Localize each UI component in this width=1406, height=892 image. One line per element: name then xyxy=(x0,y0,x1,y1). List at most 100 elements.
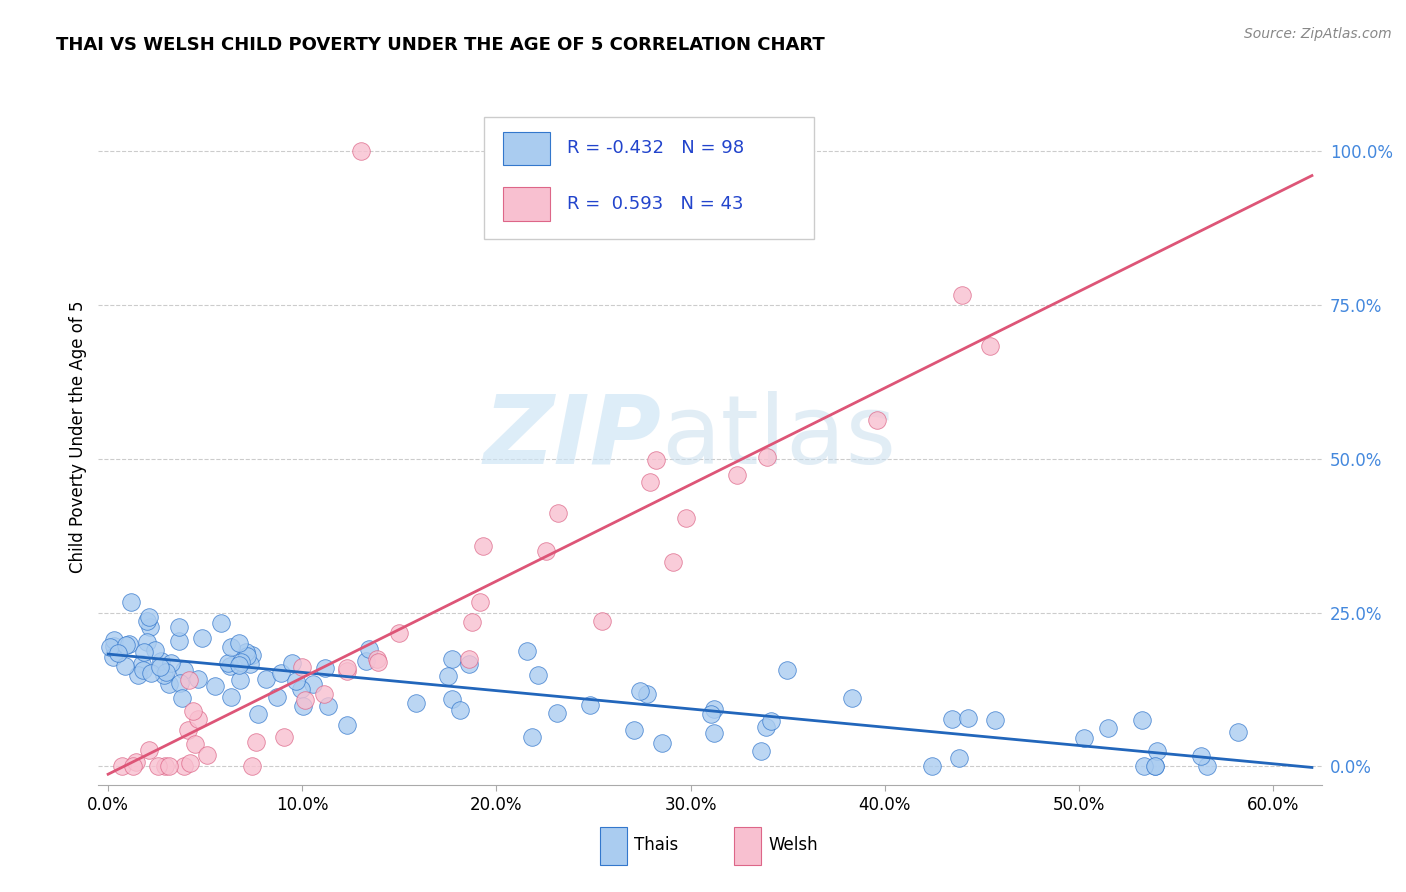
Point xyxy=(138,743,160,757)
Point xyxy=(179,673,201,687)
Point xyxy=(134,644,156,658)
Point xyxy=(291,698,314,713)
Point xyxy=(184,737,207,751)
Point xyxy=(984,713,1007,727)
Point xyxy=(941,712,963,726)
Point xyxy=(1197,759,1219,773)
Point xyxy=(122,759,145,773)
Text: R =  0.593   N = 43: R = 0.593 N = 43 xyxy=(567,195,744,213)
Point xyxy=(266,690,288,705)
Point xyxy=(336,718,359,732)
Y-axis label: Child Poverty Under the Age of 5: Child Poverty Under the Age of 5 xyxy=(69,301,87,574)
Point xyxy=(301,677,323,691)
Point xyxy=(651,736,673,750)
Point xyxy=(177,723,200,737)
Point xyxy=(245,735,267,749)
Point xyxy=(458,657,481,671)
Point xyxy=(866,413,889,427)
Point xyxy=(291,659,314,673)
Point xyxy=(153,668,176,682)
Point xyxy=(173,663,195,677)
Point xyxy=(235,648,257,663)
Point xyxy=(191,631,214,645)
Point xyxy=(111,759,134,773)
FancyBboxPatch shape xyxy=(484,117,814,239)
Point xyxy=(146,759,169,773)
Point xyxy=(139,666,162,681)
Point xyxy=(952,287,974,301)
Point xyxy=(143,643,166,657)
Point xyxy=(228,636,250,650)
Point xyxy=(167,620,190,634)
Point xyxy=(921,758,943,772)
Point xyxy=(700,706,723,721)
Point xyxy=(240,648,263,662)
Point xyxy=(405,696,427,710)
Point xyxy=(235,645,257,659)
Point xyxy=(138,610,160,624)
Point xyxy=(169,676,191,690)
Point xyxy=(349,144,371,158)
Point xyxy=(312,687,335,701)
Point xyxy=(314,661,336,675)
Point xyxy=(468,595,491,609)
Point xyxy=(131,657,153,671)
Point xyxy=(217,656,239,670)
Point xyxy=(290,681,312,696)
Point xyxy=(294,693,316,707)
Point xyxy=(118,637,141,651)
Point xyxy=(120,595,142,609)
Point xyxy=(644,453,666,467)
Point xyxy=(159,656,181,670)
Point xyxy=(547,506,569,520)
Point xyxy=(441,652,464,666)
Point xyxy=(187,712,209,726)
Point xyxy=(167,633,190,648)
Point xyxy=(675,510,697,524)
Point xyxy=(336,661,359,675)
Point xyxy=(354,654,377,668)
Point xyxy=(239,657,262,671)
Point xyxy=(1130,713,1153,727)
Point xyxy=(367,655,389,669)
Bar xyxy=(600,827,627,865)
Text: Welsh: Welsh xyxy=(769,837,818,855)
Point xyxy=(948,750,970,764)
Point xyxy=(219,659,242,673)
Text: Source: ZipAtlas.com: Source: ZipAtlas.com xyxy=(1244,27,1392,41)
Text: atlas: atlas xyxy=(661,391,896,483)
Point xyxy=(187,672,209,686)
Point xyxy=(1143,759,1166,773)
Point xyxy=(316,698,339,713)
Point xyxy=(841,691,863,706)
Point xyxy=(127,668,149,682)
Point xyxy=(725,468,748,483)
Point xyxy=(204,679,226,693)
Point xyxy=(449,703,471,717)
Point xyxy=(179,756,201,770)
Point xyxy=(527,668,550,682)
Point xyxy=(471,539,494,553)
Point xyxy=(776,663,799,677)
Point xyxy=(1097,721,1119,735)
Point xyxy=(357,642,380,657)
Point xyxy=(388,626,411,640)
Point xyxy=(1146,744,1168,758)
Point xyxy=(755,450,778,465)
Point xyxy=(520,731,543,745)
Point xyxy=(157,759,180,773)
Point xyxy=(1189,748,1212,763)
Text: THAI VS WELSH CHILD POVERTY UNDER THE AGE OF 5 CORRELATION CHART: THAI VS WELSH CHILD POVERTY UNDER THE AG… xyxy=(56,36,825,54)
Point xyxy=(170,690,193,705)
Point xyxy=(703,702,725,716)
Point xyxy=(336,665,359,679)
Point xyxy=(636,687,658,701)
Point xyxy=(107,646,129,660)
Text: ZIP: ZIP xyxy=(484,391,661,483)
Point xyxy=(173,759,195,773)
Point xyxy=(219,640,242,655)
Point xyxy=(103,632,125,647)
Point xyxy=(183,704,205,718)
Point xyxy=(591,614,613,628)
Text: Thais: Thais xyxy=(634,837,679,855)
